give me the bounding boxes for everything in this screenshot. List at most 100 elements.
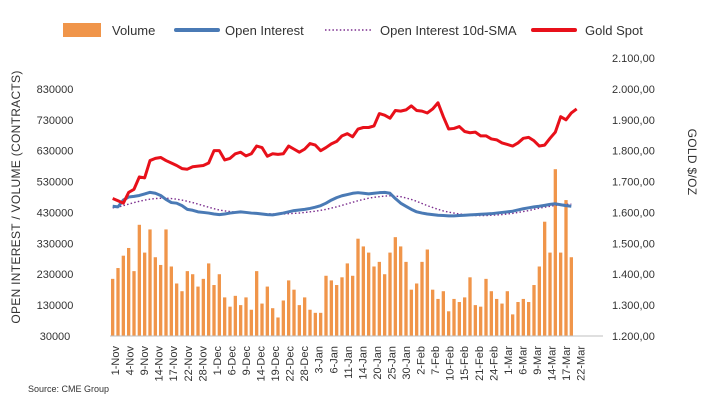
x-tick-label: 6-Dec [226,346,238,376]
volume-bar [377,261,381,336]
x-tick-label: 2-Feb [416,346,428,375]
volume-bar [313,312,317,336]
volume-bar [553,169,557,336]
volume-bar [111,278,115,336]
legend-label: Open Interest [225,23,304,38]
x-tick-label: 30-Jan [401,346,413,380]
volume-bar [399,246,403,336]
y-right-tick-label: 1.900,00 [612,115,655,127]
axes: 30000 130000 230000 330000 430000 530000 63000… [37,53,655,381]
x-tick-label: 9-Dec [241,346,253,376]
legend-label: Gold Spot [585,23,643,38]
volume-bar [132,271,136,336]
volume-bar [388,252,392,336]
volume-bar [121,255,125,336]
y-right-tick-label: 1.600,00 [612,207,655,219]
legend-label: Open Interest 10d-SMA [380,23,517,38]
volume-bar [260,303,264,336]
volume-bar [153,257,157,336]
volume-bar [383,274,387,336]
volume-bar [303,297,307,336]
volume-bar [148,229,152,336]
volume-bar [537,266,541,336]
volume-bar [180,291,184,336]
volume-bar [367,252,371,336]
volume-bar [548,252,552,336]
y-right-tick-label: 1.400,00 [612,269,655,281]
volume-bar [484,278,488,336]
volume-bar [532,285,536,336]
volume-bar [521,298,525,336]
volume-bar [249,309,253,336]
volume-bar [185,271,189,336]
volume-bar [340,277,344,336]
gold-spot-line [112,101,578,205]
volume-bar [265,286,269,336]
volume-bar [404,261,408,336]
x-tick-label: 10-Feb [445,346,457,381]
volume-bar [116,268,120,336]
volume-bar [457,302,461,336]
open-interest-sma-line [112,195,572,217]
volume-bar [212,285,216,336]
volume-bar [169,266,173,336]
legend: Volume Open Interest Open Interest 10d-SMA… [63,23,643,38]
volume-bar [511,314,515,336]
y-right-tick-label: 1.200,00 [612,331,655,343]
volume-bar [201,278,205,336]
x-tick-label: 24-Feb [488,346,500,381]
volume-bar [351,275,355,336]
volume-bar [191,274,195,336]
volume-bar [516,302,520,336]
volume-bar [452,298,456,336]
x-tick-label: 14-Dec [256,346,268,382]
volume-bar [207,263,211,336]
volume-bar [164,229,168,336]
open-interest-line [112,190,572,218]
x-tick-label: 1-Nov [110,346,122,376]
volume-bar [335,285,339,336]
source-note: Source: CME Group [28,384,109,394]
y-left-tick-label: 30000 [40,331,71,343]
x-tick-label: 14-Jan [357,346,369,380]
volume-bar [159,264,163,336]
y-right-tick-label: 1.300,00 [612,300,655,312]
volume-bar [127,247,131,336]
x-tick-label: 20-Jan [372,346,384,380]
y-left-tick-label: 230000 [37,269,74,281]
x-tick-label: 22-Mar [576,346,588,381]
x-tick-label: 22-Dec [285,346,297,382]
volume-bar [564,200,568,336]
volume-bar [143,252,147,336]
y-right-tick-label: 1.500,00 [612,238,655,250]
y-right-tick-label: 1.800,00 [612,146,655,158]
legend-label: Volume [112,23,155,38]
x-tick-label: 11-Jan [343,346,355,379]
volume-bar [329,280,333,336]
volume-bar [319,312,323,336]
volume-bar [505,291,509,336]
x-tick-label: 6-Jan [328,346,340,374]
volume-bar [468,277,472,336]
volume-bar [228,306,232,336]
volume-bar [543,221,547,336]
y-left-tick-label: 530000 [37,177,74,189]
y-left-tick-label: 730000 [37,115,74,127]
volume-bar [431,289,435,336]
x-tick-label: 22-Nov [183,346,195,382]
volume-bar [308,309,312,336]
volume-bar [361,246,365,336]
volume-bar [239,305,243,336]
x-tick-label: 14-Nov [154,346,166,382]
y-right-axis-title: GOLD $/OZ [685,129,699,196]
volume-bar [436,298,440,336]
volume-bar [287,280,291,336]
x-tick-label: 9-Nov [139,346,151,376]
volume-bar [479,306,483,336]
series-lines [112,101,578,218]
y-left-tick-label: 430000 [37,207,74,219]
volume-bar [297,305,301,336]
x-tick-label: 1-Mar [503,346,515,375]
